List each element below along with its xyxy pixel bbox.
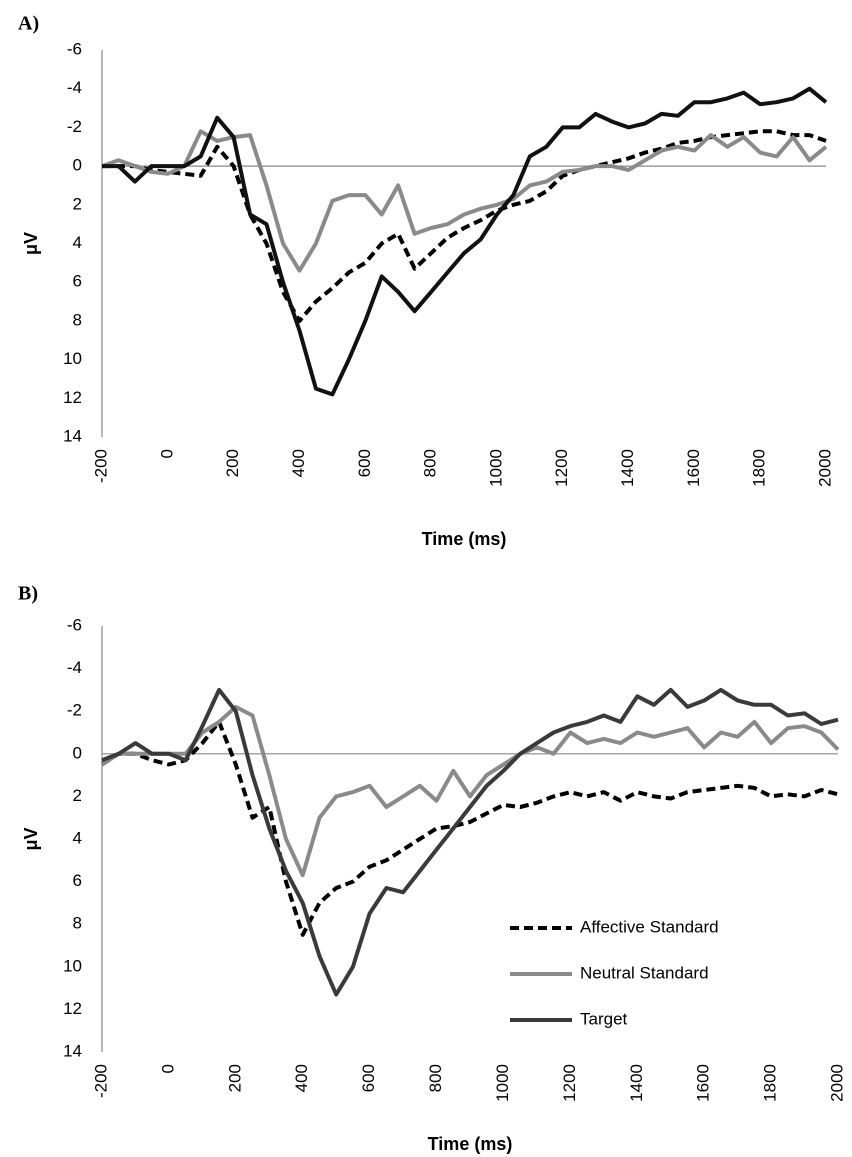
x-tick-label: 0 [157, 449, 176, 458]
x-tick-label: -200 [91, 1064, 110, 1098]
series-line [101, 129, 828, 273]
panel-label: B) [18, 583, 38, 605]
x-tick-label: 1200 [552, 449, 571, 487]
x-tick-label: 200 [223, 449, 242, 477]
series-line [100, 719, 839, 937]
y-tick-label: -2 [67, 701, 82, 720]
x-tick-label: 2000 [827, 1064, 846, 1102]
y-tick-label: -6 [67, 39, 82, 58]
series-line [102, 129, 827, 323]
x-tick-label: 0 [158, 1064, 177, 1073]
x-tick-label: 1400 [618, 449, 637, 487]
y-tick-label: -2 [67, 117, 82, 136]
y-tick-label: 14 [63, 426, 82, 445]
x-tick-label: 200 [225, 1064, 244, 1092]
x-tick-label: 1400 [627, 1064, 646, 1102]
y-tick-label: -4 [67, 658, 82, 677]
y-axis-title: μV [21, 827, 41, 850]
x-axis-title: Time (ms) [428, 1134, 513, 1154]
y-tick-label: 4 [73, 233, 82, 252]
x-tick-label: 600 [359, 1064, 378, 1092]
y-tick-label: 0 [73, 156, 82, 175]
legend-label: Affective Standard [580, 917, 719, 936]
y-tick-label: 2 [73, 786, 82, 805]
panel-label: A) [18, 13, 39, 35]
series-line [100, 704, 840, 878]
x-tick-label: 600 [355, 449, 374, 477]
legend-label: Target [580, 1009, 628, 1028]
x-tick-label: 400 [289, 449, 308, 477]
x-tick-label: 1600 [694, 1064, 713, 1102]
y-tick-label: 12 [63, 999, 82, 1018]
y-tick-label: 6 [73, 871, 82, 890]
x-tick-label: 800 [426, 1064, 445, 1092]
x-axis-title: Time (ms) [422, 529, 507, 549]
y-tick-label: -4 [67, 78, 82, 97]
y-tick-label: 14 [63, 1041, 82, 1060]
y-tick-label: 0 [73, 743, 82, 762]
x-tick-label: 1200 [560, 1064, 579, 1102]
y-tick-label: 2 [73, 194, 82, 213]
x-tick-label: 1800 [761, 1064, 780, 1102]
legend-label: Neutral Standard [580, 963, 709, 982]
x-tick-label: 800 [421, 449, 440, 477]
y-tick-label: 10 [63, 349, 82, 368]
y-tick-label: 4 [73, 828, 82, 847]
x-tick-label: 400 [292, 1064, 311, 1092]
y-tick-label: 10 [63, 956, 82, 975]
y-tick-label: 12 [63, 388, 82, 407]
series-line [102, 86, 828, 397]
x-tick-label: -200 [91, 449, 110, 483]
x-tick-label: 2000 [815, 449, 834, 487]
y-axis-title: μV [21, 232, 41, 255]
x-tick-label: 1000 [486, 449, 505, 487]
y-tick-label: -6 [67, 615, 82, 634]
series-line [101, 687, 839, 997]
x-tick-label: 1000 [493, 1064, 512, 1102]
y-tick-label: 8 [73, 310, 82, 329]
y-tick-label: 8 [73, 914, 82, 933]
x-tick-label: 1600 [684, 449, 703, 487]
x-tick-label: 1800 [750, 449, 769, 487]
y-tick-label: 6 [73, 272, 82, 291]
